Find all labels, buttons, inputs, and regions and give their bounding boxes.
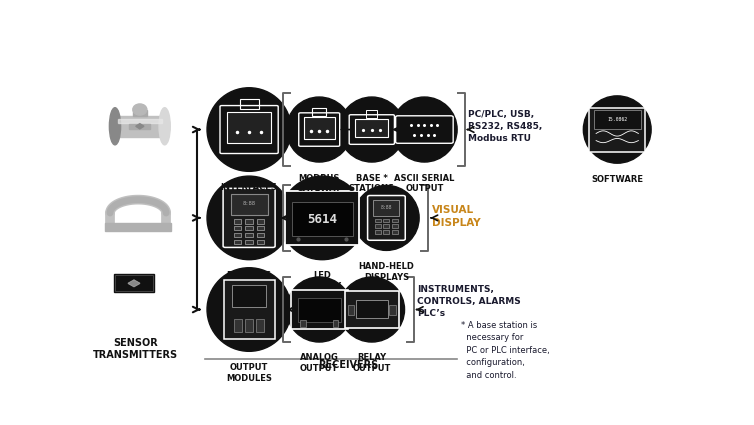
Text: INSTRUMENTS,
CONTROLS, ALARMS
PLC’s: INSTRUMENTS, CONTROLS, ALARMS PLC’s — [418, 285, 521, 317]
FancyBboxPatch shape — [234, 232, 241, 237]
FancyBboxPatch shape — [245, 219, 253, 224]
FancyBboxPatch shape — [390, 305, 396, 315]
FancyBboxPatch shape — [392, 230, 397, 234]
Bar — [115, 275, 152, 292]
FancyBboxPatch shape — [245, 226, 253, 230]
Text: RECEIVERS: RECEIVERS — [318, 360, 379, 369]
FancyBboxPatch shape — [368, 196, 405, 240]
Bar — [118, 119, 162, 123]
Text: * A base station is
  necessary for
  PC or PLC interface,
  configuration,
  an: * A base station is necessary for PC or … — [461, 321, 550, 380]
FancyBboxPatch shape — [375, 224, 381, 228]
FancyBboxPatch shape — [298, 298, 341, 322]
FancyBboxPatch shape — [375, 230, 381, 234]
FancyBboxPatch shape — [593, 110, 641, 129]
FancyBboxPatch shape — [392, 218, 397, 222]
FancyBboxPatch shape — [304, 117, 335, 139]
Ellipse shape — [159, 108, 170, 145]
FancyBboxPatch shape — [256, 219, 264, 224]
Ellipse shape — [207, 88, 291, 171]
Polygon shape — [128, 280, 139, 286]
Text: ANALOG
OUTPUT: ANALOG OUTPUT — [300, 354, 339, 373]
FancyBboxPatch shape — [224, 280, 274, 339]
FancyBboxPatch shape — [348, 305, 354, 315]
Text: 8:88: 8:88 — [381, 205, 392, 210]
FancyBboxPatch shape — [356, 300, 388, 318]
Ellipse shape — [109, 108, 121, 145]
FancyBboxPatch shape — [345, 291, 399, 328]
FancyBboxPatch shape — [245, 319, 253, 332]
Bar — [115, 116, 164, 137]
Ellipse shape — [354, 185, 419, 250]
FancyBboxPatch shape — [290, 290, 348, 329]
Text: 5614: 5614 — [307, 213, 337, 226]
FancyBboxPatch shape — [300, 320, 306, 327]
Ellipse shape — [280, 176, 364, 260]
FancyBboxPatch shape — [227, 112, 271, 143]
FancyBboxPatch shape — [234, 226, 241, 230]
FancyBboxPatch shape — [384, 230, 389, 234]
Polygon shape — [136, 124, 144, 129]
Text: ASCII SERIAL
OUTPUT: ASCII SERIAL OUTPUT — [394, 173, 455, 193]
FancyBboxPatch shape — [234, 240, 241, 244]
Text: 8:88: 8:88 — [243, 201, 256, 206]
FancyBboxPatch shape — [384, 218, 389, 222]
FancyBboxPatch shape — [234, 319, 242, 332]
FancyBboxPatch shape — [292, 202, 353, 236]
Text: VISUAL
DISPLAY: VISUAL DISPLAY — [432, 205, 480, 228]
FancyBboxPatch shape — [256, 232, 264, 237]
FancyBboxPatch shape — [245, 240, 253, 244]
FancyBboxPatch shape — [245, 232, 253, 237]
FancyBboxPatch shape — [256, 226, 264, 230]
Ellipse shape — [207, 176, 291, 260]
Ellipse shape — [133, 104, 147, 115]
Text: LED
DISPLAY: LED DISPLAY — [302, 271, 342, 291]
Ellipse shape — [391, 97, 457, 162]
Ellipse shape — [584, 96, 651, 163]
FancyBboxPatch shape — [355, 119, 388, 137]
FancyBboxPatch shape — [392, 224, 397, 228]
Text: HAND-HELD
DISPLAYS: HAND-HELD DISPLAYS — [358, 262, 415, 282]
FancyBboxPatch shape — [384, 224, 389, 228]
Text: 15.0862: 15.0862 — [607, 117, 627, 122]
Text: SENSOR
TRANSMITTERS: SENSOR TRANSMITTERS — [93, 338, 178, 360]
Ellipse shape — [287, 277, 352, 342]
Text: PC/PLC, USB,
RS232, RS485,
Modbus RTU: PC/PLC, USB, RS232, RS485, Modbus RTU — [468, 110, 542, 142]
FancyBboxPatch shape — [256, 240, 264, 244]
FancyBboxPatch shape — [589, 108, 645, 152]
Text: RELAY
OUTPUT: RELAY OUTPUT — [353, 354, 391, 373]
Ellipse shape — [339, 277, 405, 342]
Text: MODBUS
GATEWAY: MODBUS GATEWAY — [297, 173, 342, 193]
FancyBboxPatch shape — [333, 320, 338, 327]
Bar — [106, 223, 171, 231]
Ellipse shape — [207, 268, 291, 351]
Bar — [114, 275, 155, 292]
FancyBboxPatch shape — [375, 218, 381, 222]
Text: OUTPUT
MODULES: OUTPUT MODULES — [226, 363, 272, 382]
FancyBboxPatch shape — [223, 188, 275, 247]
Bar — [130, 124, 150, 129]
Text: SOFTWARE: SOFTWARE — [591, 175, 643, 184]
Bar — [133, 110, 147, 116]
FancyBboxPatch shape — [256, 319, 264, 332]
FancyBboxPatch shape — [234, 219, 241, 224]
FancyBboxPatch shape — [231, 194, 268, 215]
Text: INTERFACES: INTERFACES — [221, 183, 277, 192]
Text: DISPLAYS: DISPLAYS — [226, 271, 271, 280]
Ellipse shape — [339, 97, 405, 162]
FancyBboxPatch shape — [232, 285, 266, 307]
Text: BASE *
STATIONS: BASE * STATIONS — [349, 173, 395, 193]
FancyBboxPatch shape — [373, 200, 400, 216]
Ellipse shape — [287, 97, 352, 162]
FancyBboxPatch shape — [285, 191, 359, 245]
